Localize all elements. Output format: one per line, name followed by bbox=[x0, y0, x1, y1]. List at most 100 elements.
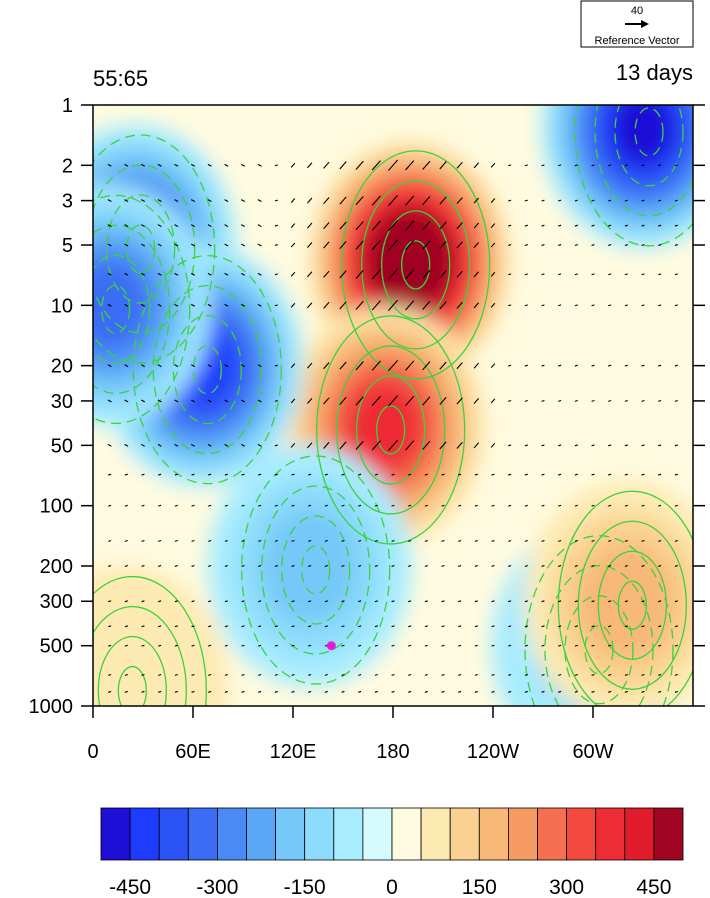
contour-line bbox=[93, 194, 191, 424]
wind-vector bbox=[574, 625, 578, 628]
colorbar-swatch bbox=[275, 807, 306, 861]
wind-vector bbox=[456, 222, 463, 230]
wind-vector bbox=[591, 364, 595, 367]
wind-vector bbox=[308, 690, 312, 693]
wind-vector bbox=[458, 690, 462, 693]
wind-vector bbox=[257, 163, 262, 167]
wind-vector bbox=[341, 539, 345, 542]
wind-vector bbox=[108, 473, 112, 476]
wind-vector bbox=[574, 164, 578, 167]
wind-vector bbox=[141, 473, 145, 476]
wind-vector bbox=[355, 300, 364, 310]
wind-vector bbox=[158, 504, 162, 507]
wind-vector bbox=[291, 690, 295, 693]
wind-vector bbox=[306, 222, 313, 229]
wind-vector bbox=[257, 224, 262, 228]
wind-vector bbox=[674, 644, 678, 647]
wind-vector bbox=[291, 539, 295, 542]
wind-vector bbox=[624, 565, 628, 567]
wind-vector bbox=[174, 600, 178, 603]
wind-vector bbox=[174, 303, 179, 307]
wind-vector bbox=[191, 504, 195, 507]
contour-line bbox=[574, 105, 693, 247]
wind-vector bbox=[558, 565, 562, 567]
wind-vector bbox=[108, 644, 112, 647]
wind-vector bbox=[339, 361, 347, 370]
wind-vector bbox=[355, 361, 364, 371]
wind-vector bbox=[290, 398, 296, 404]
x-tick-label: 120E bbox=[270, 741, 317, 763]
wind-vector bbox=[258, 600, 262, 603]
colorbar-swatch bbox=[653, 807, 684, 861]
wind-vector bbox=[441, 625, 445, 628]
wind-vector bbox=[458, 644, 462, 647]
wind-vector bbox=[591, 273, 595, 276]
wind-vector bbox=[308, 644, 312, 647]
wind-vector bbox=[241, 690, 245, 693]
wind-vector bbox=[355, 269, 364, 279]
wind-vector bbox=[224, 473, 228, 476]
wind-vector bbox=[473, 162, 480, 169]
wind-vector bbox=[408, 625, 412, 628]
wind-vector bbox=[387, 395, 399, 407]
wind-vector bbox=[524, 473, 528, 476]
wind-vector bbox=[541, 364, 545, 367]
wind-vector bbox=[124, 673, 128, 676]
wind-vector bbox=[257, 199, 262, 203]
wind-vector bbox=[608, 444, 612, 447]
wind-vector bbox=[491, 539, 495, 542]
wind-vector bbox=[224, 224, 229, 228]
wind-vector bbox=[324, 565, 328, 567]
wind-vector bbox=[141, 673, 145, 676]
wind-vector bbox=[207, 364, 212, 368]
wind-vector bbox=[641, 690, 645, 693]
wind-vector bbox=[624, 673, 628, 676]
wind-vector bbox=[641, 565, 645, 567]
wind-vector bbox=[608, 399, 612, 402]
wind-vector bbox=[341, 690, 345, 693]
wind-vector bbox=[157, 272, 162, 276]
wind-vector bbox=[140, 303, 146, 307]
wind-vector bbox=[308, 600, 312, 603]
wind-vector bbox=[541, 673, 545, 676]
wind-vector bbox=[674, 444, 678, 447]
wind-vector bbox=[541, 600, 545, 603]
wind-vector bbox=[274, 539, 278, 542]
wind-vector bbox=[524, 690, 528, 693]
contour-line bbox=[381, 210, 451, 320]
wind-vector bbox=[408, 504, 412, 507]
contour-line bbox=[261, 485, 371, 655]
colorbar-swatch bbox=[216, 807, 247, 861]
wind-vector bbox=[224, 303, 229, 307]
wind-vector bbox=[574, 224, 578, 227]
wind-vector bbox=[591, 164, 595, 167]
wind-vector bbox=[190, 443, 196, 447]
wind-vector bbox=[141, 565, 145, 567]
wind-vector bbox=[405, 395, 415, 407]
wind-vector bbox=[658, 164, 662, 167]
wind-vector bbox=[524, 244, 528, 246]
wind-vector bbox=[408, 644, 412, 647]
wind-vector bbox=[439, 301, 447, 310]
wind-vector bbox=[224, 539, 228, 542]
wind-vector bbox=[574, 539, 578, 542]
wind-vector bbox=[190, 399, 196, 403]
wind-vector bbox=[371, 395, 381, 407]
wind-vector bbox=[290, 198, 296, 203]
wind-vector bbox=[290, 271, 296, 277]
wind-vector bbox=[458, 673, 462, 676]
wind-vector bbox=[108, 625, 112, 628]
wind-vector bbox=[208, 539, 212, 542]
wind-vector bbox=[674, 600, 678, 603]
wind-vector bbox=[524, 644, 528, 647]
wind-vector bbox=[207, 224, 212, 228]
wind-vector bbox=[473, 302, 480, 309]
wind-vector bbox=[641, 399, 645, 402]
y-tick-label: 100 bbox=[40, 496, 73, 518]
wind-vector bbox=[473, 362, 480, 369]
wind-vector bbox=[208, 473, 212, 476]
wind-vector bbox=[290, 223, 296, 229]
wind-vector bbox=[374, 644, 378, 647]
wind-vector bbox=[641, 273, 645, 276]
wind-vector bbox=[408, 600, 412, 603]
